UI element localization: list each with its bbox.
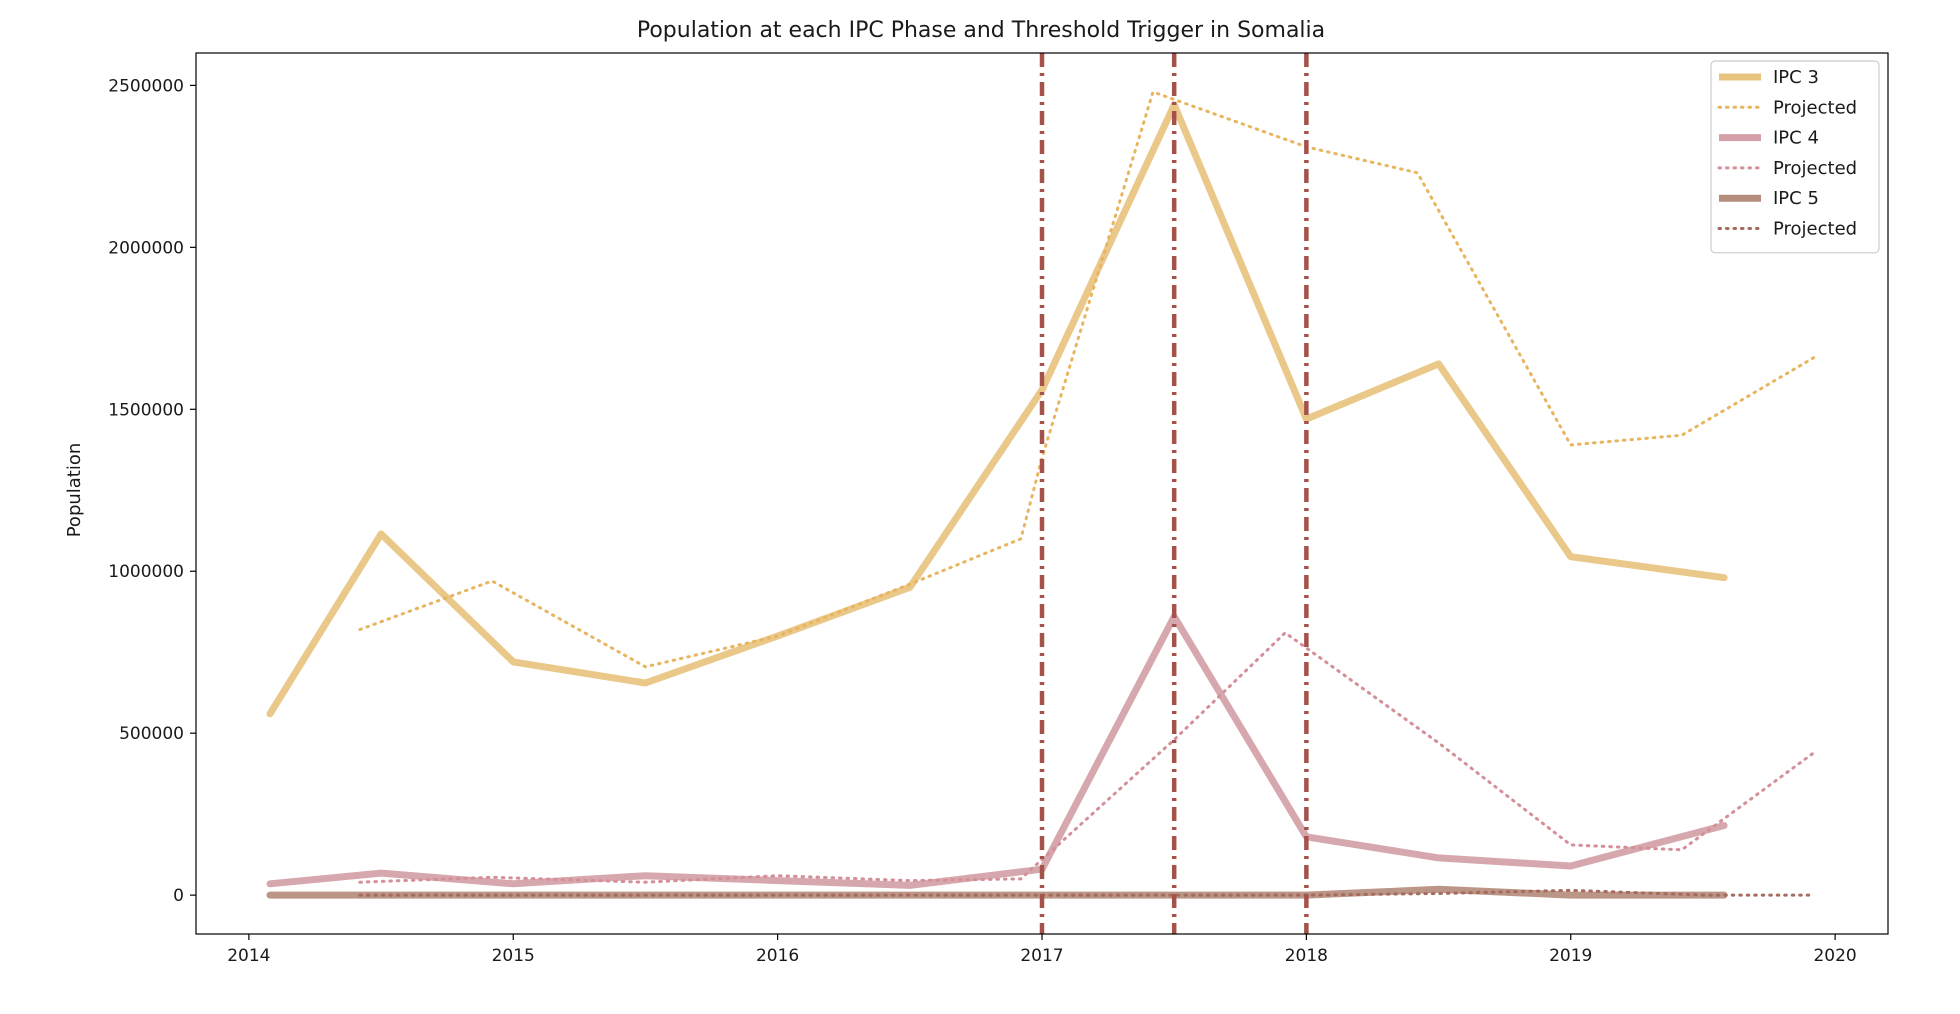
series-line-4 — [358, 631, 1816, 884]
plot-frame — [195, 52, 1889, 935]
axis-ticks: 2014 2015 2016 2017 2018 2019 2020 0 500000 10000… — [108, 76, 1856, 966]
series-line-6 — [358, 888, 1816, 897]
y-tick-label: 0 — [173, 886, 184, 906]
legend: IPC 3 Projected IPC 4 Projected IPC 5 Project… — [1710, 60, 1880, 254]
x-tick-label: 2020 — [1813, 946, 1856, 966]
series-line-2 — [358, 90, 1816, 669]
y-axis-label: Population — [64, 443, 85, 538]
y-tick-label: 2000000 — [108, 238, 184, 258]
legend-label: IPC 4 — [1773, 128, 1819, 149]
legend-label: IPC 5 — [1773, 188, 1819, 209]
x-tick-label: 2015 — [492, 946, 535, 966]
chart-title: Population at each IPC Phase and Thresho… — [637, 18, 1325, 43]
legend-label: Projected — [1773, 158, 1857, 179]
legend-label: Projected — [1773, 219, 1857, 240]
legend-label: Projected — [1773, 97, 1857, 118]
series-line-1 — [266, 101, 1728, 718]
legend-box — [1710, 60, 1880, 254]
x-tick-label: 2018 — [1285, 946, 1328, 966]
x-tick-label: 2017 — [1020, 946, 1063, 966]
y-tick-label: 1500000 — [108, 400, 184, 420]
x-tick-label: 2019 — [1549, 946, 1592, 966]
y-tick-label: 2500000 — [108, 76, 184, 96]
y-tick-label: 1000000 — [108, 562, 184, 582]
threshold-lines — [1039, 53, 1309, 934]
y-tick-label: 500000 — [119, 724, 184, 744]
series-lines — [266, 90, 1816, 899]
x-tick-label: 2016 — [756, 946, 799, 966]
x-tick-label: 2014 — [227, 946, 270, 966]
legend-label: IPC 3 — [1773, 67, 1819, 88]
series-line-3 — [266, 613, 1728, 889]
